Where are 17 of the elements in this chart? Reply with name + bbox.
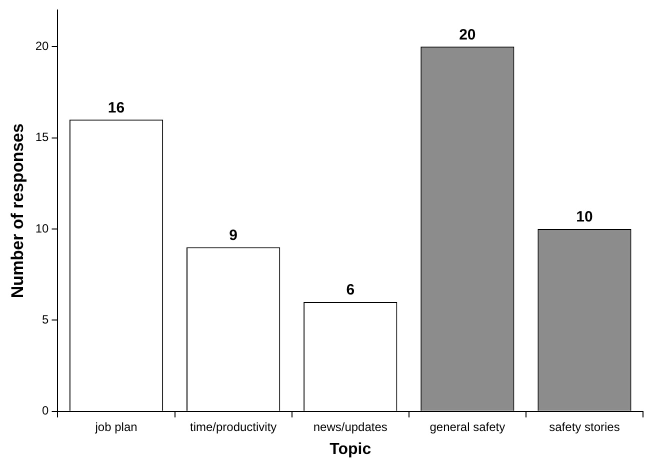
x-tick-label: time/productivity bbox=[190, 420, 277, 434]
y-tick-label: 5 bbox=[42, 312, 50, 327]
data-label: 10 bbox=[576, 208, 593, 226]
x-tick-label: news/updates bbox=[313, 420, 388, 434]
y-tick-label: 0 bbox=[42, 404, 50, 418]
data-label: 16 bbox=[108, 99, 125, 116]
data-label: 20 bbox=[459, 26, 476, 44]
y-tick-label: 15 bbox=[35, 130, 50, 144]
y-tick-label: 20 bbox=[35, 38, 50, 53]
x-tick-label: safety stories bbox=[549, 420, 620, 434]
y-axis-title: Number of responses bbox=[8, 123, 27, 298]
x-axis-title: Topic bbox=[330, 440, 372, 458]
data-label: 9 bbox=[229, 226, 238, 244]
data-label: 6 bbox=[346, 282, 355, 299]
x-tick-label: job plan bbox=[94, 420, 138, 434]
y-tick-label: 10 bbox=[35, 221, 50, 236]
x-tick-label: general safety bbox=[430, 420, 506, 434]
